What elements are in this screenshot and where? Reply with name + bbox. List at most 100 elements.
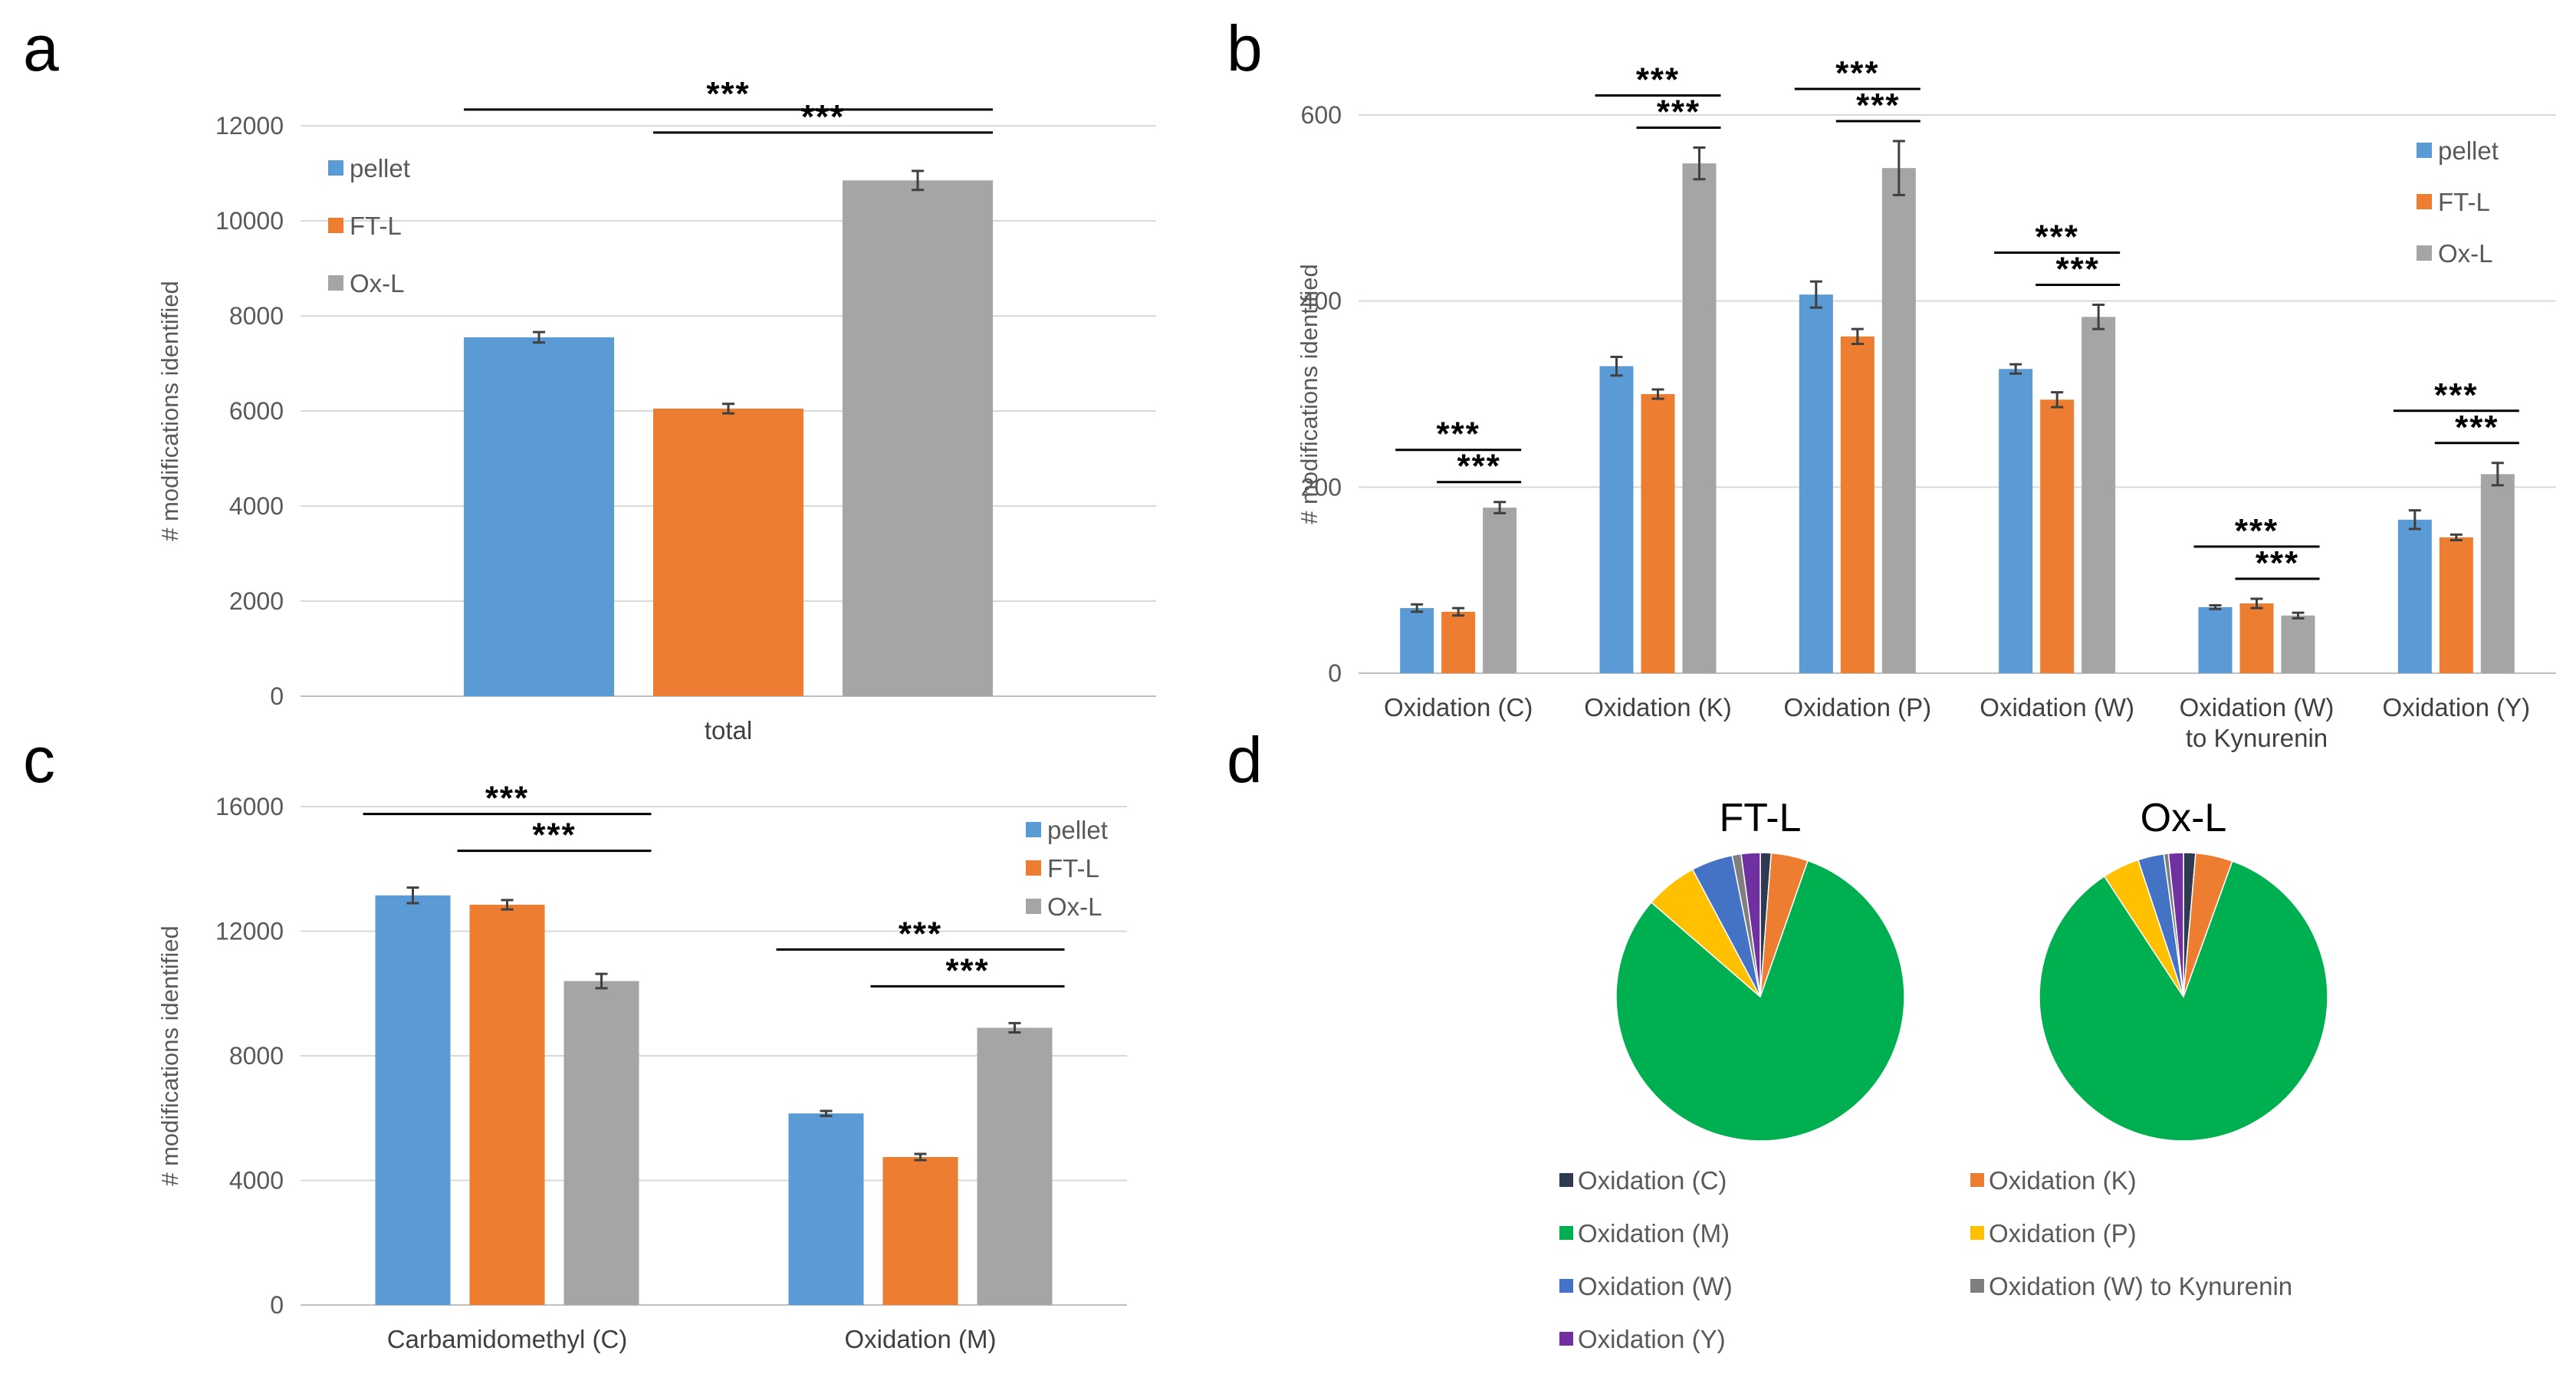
legend-label: pellet xyxy=(2438,136,2499,165)
category-label: Carbamidomethyl (C) xyxy=(387,1325,628,1353)
y-tick-label: 8000 xyxy=(229,302,284,330)
y-tick-label: 4000 xyxy=(229,492,284,520)
legend-label: FT-L xyxy=(1047,854,1099,883)
pie-legend-label: Oxidation (K) xyxy=(1989,1166,2137,1195)
y-tick-label: 4000 xyxy=(229,1167,284,1195)
y-tick-label: 400 xyxy=(1301,288,1342,315)
bar-pellet-0 xyxy=(375,895,451,1305)
bar-ft-l-2 xyxy=(1840,336,1875,673)
pie-title: Ox-L xyxy=(2141,796,2227,840)
bar-pellet-0 xyxy=(1400,608,1434,673)
legend-swatch-pellet xyxy=(328,160,343,176)
chart-panel-d: FT-L Ox-L Oxidation (C) Oxidation (K) Oxidat… xyxy=(1559,796,2328,1353)
pie-slice-1-2 xyxy=(2039,860,2328,1142)
bar-pellet-0 xyxy=(464,337,614,696)
significance-stars: *** xyxy=(532,817,576,854)
significance-stars: *** xyxy=(2035,219,2078,256)
bar-ox-l-0 xyxy=(843,180,993,697)
bar-ox-l-1 xyxy=(977,1027,1053,1305)
chart-panel-b: 0 200 400 600 # modifications identified Oxid… xyxy=(1296,54,2556,752)
significance-stars: *** xyxy=(801,98,845,136)
legend-label: Ox-L xyxy=(350,269,405,297)
bar-ft-l-0 xyxy=(1441,611,1476,673)
y-tick-label: 6000 xyxy=(229,397,284,425)
significance-stars: *** xyxy=(899,915,942,952)
significance-stars: *** xyxy=(1835,54,1879,92)
y-tick-label: 10000 xyxy=(215,207,284,235)
pie-legend-swatch xyxy=(1559,1332,1573,1346)
y-tick-label: 12000 xyxy=(215,918,284,945)
pie-legend-swatch xyxy=(1970,1279,1984,1293)
pie-legend-label: Oxidation (W) to Kynurenin xyxy=(1989,1272,2292,1300)
bar-ft-l-5 xyxy=(2439,537,2473,673)
category-label: to Kynurenin xyxy=(2186,724,2328,752)
y-tick-label: 0 xyxy=(270,1291,284,1319)
bar-ox-l-5 xyxy=(2480,474,2515,673)
category-label: Oxidation (P) xyxy=(1784,693,1932,722)
legend-swatch-ox-l xyxy=(2417,245,2432,261)
bar-ft-l-0 xyxy=(469,904,545,1305)
bar-ox-l-4 xyxy=(2281,615,2315,673)
category-label: Oxidation (M) xyxy=(844,1325,996,1353)
bar-ft-l-0 xyxy=(653,408,803,696)
chart-panel-a: 0 2000 4000 6000 8000 10000 12000 # modificatio… xyxy=(156,75,1156,745)
category-label: total xyxy=(705,716,752,745)
y-tick-label: 12000 xyxy=(215,112,284,140)
y-tick-label: 0 xyxy=(270,682,284,710)
pie-legend-label: Oxidation (Y) xyxy=(1578,1325,1726,1353)
significance-stars: *** xyxy=(2434,376,2478,414)
significance-stars: *** xyxy=(945,952,989,989)
legend-swatch-ft-l xyxy=(1026,860,1041,876)
significance-stars: *** xyxy=(1457,448,1500,485)
significance-stars: *** xyxy=(2256,544,2299,582)
pie-title: FT-L xyxy=(1720,796,1802,840)
bar-pellet-1 xyxy=(1599,366,1634,673)
category-label: Oxidation (W) xyxy=(1980,693,2134,722)
y-tick-label: 2000 xyxy=(229,587,284,615)
y-axis-label: # modifications identified xyxy=(156,281,183,541)
significance-stars: *** xyxy=(2055,251,2099,288)
y-tick-label: 200 xyxy=(1301,473,1342,501)
pie-legend-label: Oxidation (P) xyxy=(1989,1219,2137,1247)
pie-legend-label: Oxidation (M) xyxy=(1578,1219,1730,1247)
bar-ft-l-3 xyxy=(2040,399,2075,673)
pie-legend-swatch xyxy=(1970,1226,1984,1240)
significance-stars: *** xyxy=(706,75,750,113)
legend-swatch-ft-l xyxy=(328,218,343,233)
legend-swatch-pellet xyxy=(2417,143,2432,158)
legend-label: FT-L xyxy=(2438,188,2490,216)
pie-legend-label: Oxidation (C) xyxy=(1578,1166,1727,1195)
bar-ox-l-0 xyxy=(564,981,639,1305)
pie-legend-swatch xyxy=(1559,1226,1573,1240)
legend-swatch-pellet xyxy=(1026,822,1041,837)
y-tick-label: 8000 xyxy=(229,1042,284,1070)
significance-stars: *** xyxy=(2235,512,2279,550)
bar-ox-l-1 xyxy=(1682,163,1717,674)
chart-panel-c: 0 4000 8000 12000 16000 # modifications ident… xyxy=(156,780,1127,1353)
panel-letter-b: b xyxy=(1227,12,1263,84)
significance-stars: *** xyxy=(1636,61,1680,98)
significance-stars: *** xyxy=(485,780,529,817)
pie-slice-0-2 xyxy=(1615,860,1905,1142)
legend-label: Ox-L xyxy=(2438,239,2493,268)
y-axis-label: # modifications identified xyxy=(1296,264,1322,524)
y-tick-label: 0 xyxy=(1328,659,1342,687)
pie-slice-0-6 xyxy=(1740,852,1761,998)
legend-swatch-ox-l xyxy=(1026,899,1041,914)
legend-swatch-ft-l xyxy=(2417,194,2432,209)
category-label: Oxidation (W) xyxy=(2180,693,2334,722)
category-label: Oxidation (C) xyxy=(1384,693,1533,722)
significance-stars: *** xyxy=(1657,93,1700,130)
significance-stars: *** xyxy=(1436,416,1480,453)
bar-ox-l-0 xyxy=(1483,508,1517,673)
y-axis-label: # modifications identified xyxy=(156,925,183,1185)
panel-letter-c: c xyxy=(23,724,55,796)
bar-pellet-2 xyxy=(1799,294,1833,673)
pie-legend-swatch xyxy=(1970,1173,1984,1187)
category-label: Oxidation (K) xyxy=(1584,693,1732,722)
y-tick-label: 600 xyxy=(1301,101,1342,129)
bar-ox-l-3 xyxy=(2082,317,2116,673)
bar-pellet-4 xyxy=(2198,606,2233,673)
legend-label: pellet xyxy=(1047,816,1108,844)
